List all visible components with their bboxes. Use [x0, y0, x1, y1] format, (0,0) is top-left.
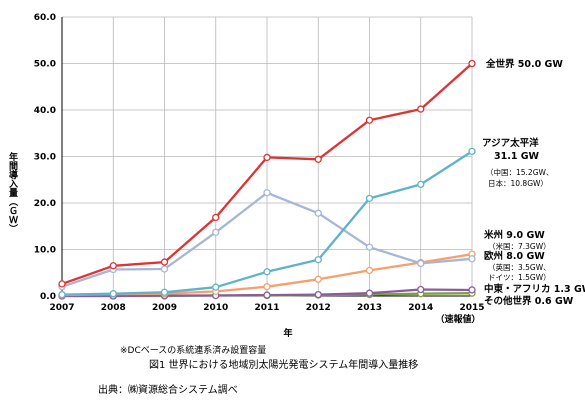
data-point-europe: [263, 189, 271, 197]
y-tick-label: 10.0: [34, 246, 56, 256]
source-note: 出典：㈱資源総合システム調べ: [98, 385, 238, 396]
data-point-asia: [109, 290, 117, 298]
y-tick-label: 50.0: [34, 60, 56, 70]
x-axis-label: 年: [283, 327, 292, 339]
label-europe-sub1: （英国：3.5GW、: [488, 262, 551, 272]
x-tick-label: 2009: [152, 303, 177, 313]
data-point-americas: [314, 275, 322, 283]
x-tick-label: 2011: [254, 303, 279, 313]
data-point-asia: [314, 256, 322, 264]
data-point-world: [58, 280, 66, 288]
x-tick-labels: 2007 2008 2009 2010 2011 2012 2013 2014 2015: [49, 303, 484, 313]
series-points: [58, 59, 476, 300]
figure-caption: 図1 世界における地域別太陽光発電システム年間導入量推移: [149, 360, 419, 371]
data-point-world: [314, 155, 322, 163]
label-europe-sub2: ドイツ：1.5GW）: [488, 273, 551, 282]
label-mea: 中東・アフリカ 1.3 GW: [484, 283, 585, 295]
data-point-mea: [263, 291, 271, 299]
label-asia-line2: 31.1 GW: [494, 151, 540, 162]
data-point-europe: [160, 265, 169, 273]
data-point-asia: [160, 288, 169, 296]
label-europe: 欧州 8.0 GW: [484, 250, 545, 262]
y-tick-label: 30.0: [34, 153, 56, 163]
label-asia-sub2: 日本：10.8GW）: [488, 178, 548, 188]
data-point-europe: [212, 228, 220, 236]
x-tick-label: 2014: [408, 303, 433, 313]
x-tick-label: 2015: [459, 303, 484, 313]
y-tick-label: 20.0: [34, 199, 56, 209]
data-point-europe: [314, 209, 322, 217]
x-tick-label: 2012: [306, 303, 331, 313]
data-point-world: [212, 213, 220, 222]
data-point-asia: [417, 180, 425, 189]
data-point-asia: [58, 290, 66, 299]
label-asia-sub1: （中国：15.2GW、: [486, 167, 553, 177]
data-point-mea: [417, 285, 425, 294]
y-axis-label: 年間導入量（ＧＷ）: [7, 151, 19, 233]
data-point-world: [109, 262, 117, 270]
data-point-world: [417, 105, 425, 113]
x-tick-label: 2008: [101, 303, 126, 313]
y-tick-label: 60.0: [34, 13, 56, 23]
x-tick-label: 2013: [357, 303, 382, 313]
data-point-asia: [365, 194, 374, 203]
data-point-world: [468, 59, 476, 68]
y-tick-labels: 0.0 10.0 20.0 30.0 40.0 50.0 60.0: [34, 13, 56, 302]
label-asia-line1: アジア太平洋: [482, 137, 539, 149]
data-point-world: [160, 258, 169, 266]
x-tick-label: 2010: [203, 303, 228, 313]
data-point-world: [263, 153, 271, 162]
data-point-mea: [468, 286, 476, 294]
data-point-asia: [263, 268, 271, 276]
data-point-americas: [365, 266, 374, 275]
label-americas: 米州 9.0 GW: [483, 229, 545, 241]
x-last-note: （速報値）: [435, 313, 480, 325]
data-point-asia: [212, 283, 220, 291]
data-point-americas: [263, 283, 271, 291]
data-point-mea: [314, 290, 322, 299]
label-americas-sub: （米国：7.3GW）: [488, 241, 551, 251]
data-point-europe: [417, 259, 425, 268]
footnote: ※DCベースの系統連系済み設置容量: [120, 346, 267, 356]
data-point-asia: [468, 147, 476, 156]
label-other: その他世界 0.6 GW: [484, 295, 574, 307]
y-tick-label: 40.0: [34, 106, 56, 116]
y-tick-label: 0.0: [40, 292, 56, 302]
label-world: 全世界 50.0 GW: [485, 58, 563, 70]
data-point-europe: [365, 243, 374, 251]
x-tick-label: 2007: [49, 303, 74, 313]
data-point-europe: [468, 255, 476, 263]
data-point-world: [365, 116, 374, 124]
data-point-mea: [365, 289, 374, 297]
